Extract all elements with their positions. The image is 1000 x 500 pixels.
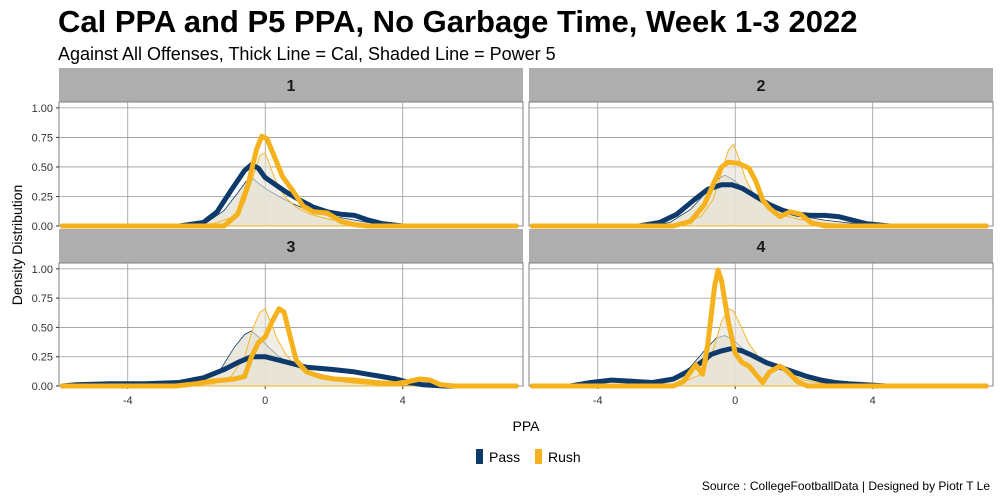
panel-1-ytick-label-0: 0.00: [32, 221, 53, 233]
panel-1-cal-pass-line: [59, 162, 519, 229]
panel-3-xtick-label-2: 4: [400, 395, 406, 407]
panel-3-xtick-label-0: -4: [123, 395, 133, 407]
chart-subtitle: Against All Offenses, Thick Line = Cal, …: [58, 44, 556, 64]
panel-4-cal-rush-line: [529, 267, 989, 389]
panel-3-cal-rush-line: [59, 306, 519, 389]
panel-1-ytick-label-1: 0.25: [32, 191, 53, 203]
panel-1-cal-rush-line: [59, 133, 519, 229]
panel-2-strip: [529, 68, 993, 102]
panel-4-strip-label: 4: [757, 239, 766, 256]
panel-3-strip-label: 3: [287, 239, 296, 256]
panel-4-xtick-label-2: 4: [870, 395, 876, 407]
panel-1-ytick-label-2: 0.50: [32, 162, 53, 174]
legend-key-pass: [476, 449, 483, 464]
panel-1-strip: [59, 68, 523, 102]
panel-3-cal-pass-line: [59, 354, 519, 389]
panel-2-p5-rush-area: [652, 143, 887, 227]
panel-3-strip: [59, 229, 523, 263]
legend-label-pass: Pass: [489, 449, 520, 465]
x-axis-title: PPA: [513, 418, 541, 434]
panel-1-ytick-label-4: 1.00: [32, 103, 53, 115]
legend-key-rush: [535, 449, 542, 464]
panel-2-strip-label: 2: [757, 78, 766, 95]
panel-3-ytick-label-0: 0.00: [32, 381, 53, 393]
source-caption: Source : CollegeFootballData | Designed …: [701, 479, 990, 493]
chart-title: Cal PPA and P5 PPA, No Garbage Time, Wee…: [58, 4, 858, 39]
panel-3-ytick-label-1: 0.25: [32, 352, 53, 364]
panel-4-xtick-label-1: 0: [732, 395, 738, 407]
panel-3-ytick-label-2: 0.50: [32, 322, 53, 334]
panel-3-ytick-label-3: 0.75: [32, 293, 53, 305]
panel-1-strip-label: 1: [287, 78, 296, 95]
panel-4-xtick-label-0: -4: [593, 395, 603, 407]
panel-3-xtick-label-1: 0: [262, 395, 268, 407]
panel-3-ytick-label-4: 1.00: [32, 264, 53, 276]
panel-4-strip: [529, 229, 993, 263]
panel-1-ytick-label-3: 0.75: [32, 132, 53, 144]
panel-2-cal-rush-line: [529, 159, 989, 229]
y-axis-title: Density Distribution: [9, 185, 25, 306]
legend-label-rush: Rush: [548, 449, 581, 465]
